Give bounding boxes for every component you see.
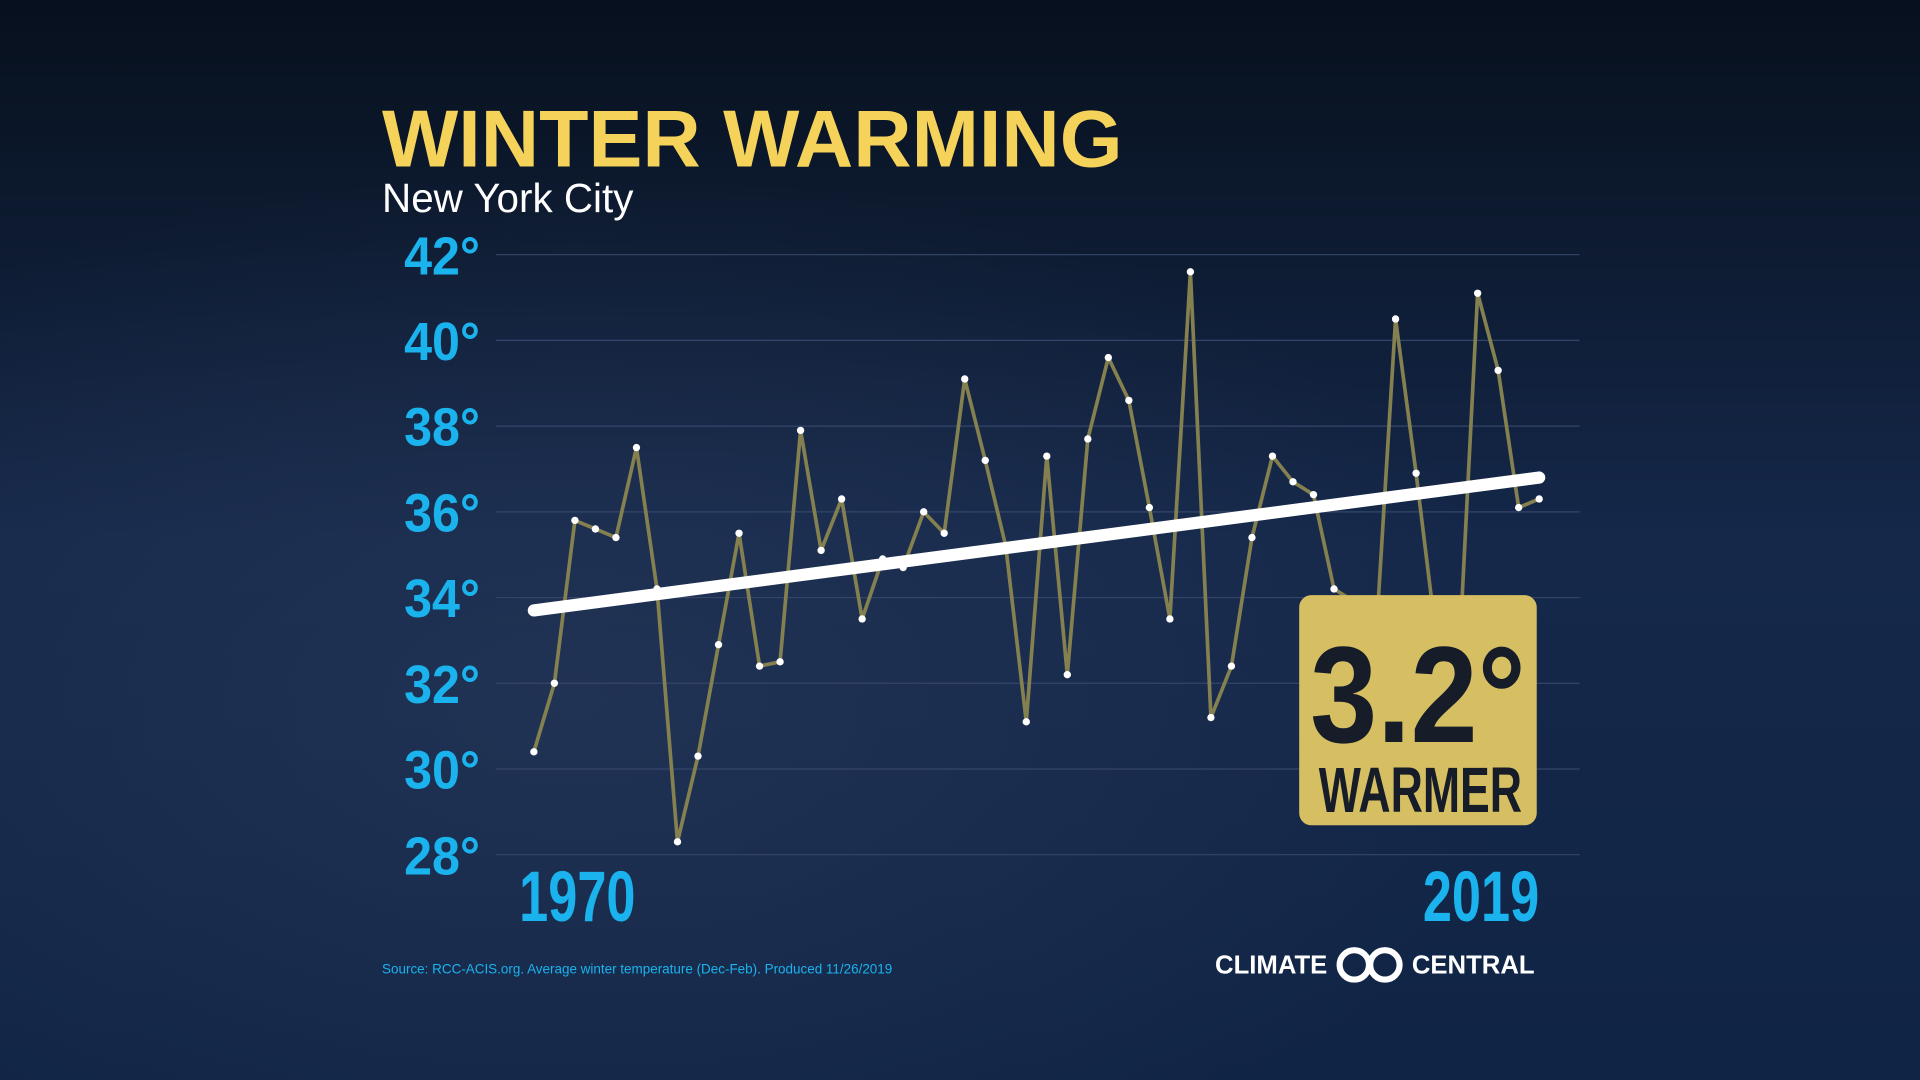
data-point	[591, 525, 600, 533]
data-point	[673, 838, 682, 846]
data-point	[1104, 353, 1113, 362]
y-tick-label: 38°	[404, 398, 480, 458]
data-point	[1084, 435, 1092, 443]
y-tick-label: 28°	[404, 826, 480, 886]
y-tick-label: 42°	[404, 226, 480, 286]
logo-icon	[1336, 947, 1403, 983]
data-point	[755, 662, 764, 670]
y-tick-label: 34°	[404, 569, 480, 629]
data-point	[837, 495, 846, 503]
data-point	[1535, 495, 1543, 503]
data-point	[1145, 503, 1154, 512]
data-point	[632, 443, 641, 452]
data-point	[858, 615, 866, 623]
data-point	[1391, 315, 1400, 323]
y-tick-label: 30°	[404, 741, 480, 801]
data-point	[1227, 662, 1236, 670]
data-point	[796, 426, 805, 435]
source-note: Source: RCC-ACIS.org. Average winter tem…	[382, 961, 892, 976]
data-point	[1473, 289, 1482, 297]
data-point	[1166, 615, 1174, 623]
data-point	[1125, 396, 1133, 405]
data-point	[550, 679, 559, 687]
data-point	[1514, 503, 1523, 512]
data-point	[1289, 478, 1297, 486]
data-point	[776, 658, 784, 666]
data-point	[612, 533, 620, 542]
annotation-box	[1299, 595, 1537, 826]
data-point	[735, 529, 743, 537]
y-tick-label: 36°	[404, 483, 480, 543]
data-point	[1022, 718, 1030, 726]
data-point	[1002, 542, 1010, 550]
data-point	[714, 641, 723, 649]
data-point	[530, 748, 538, 756]
data-point	[1412, 469, 1420, 477]
annotation-value: 3.2°	[1310, 619, 1526, 772]
logo-left: CLIMATE	[1215, 951, 1327, 979]
data-point	[653, 585, 661, 593]
data-point	[920, 508, 928, 516]
data-point	[1268, 452, 1277, 460]
x-tick-label: 2019	[1423, 858, 1539, 937]
chart-title: WINTER WARMING	[382, 95, 1123, 185]
data-point	[981, 456, 989, 465]
data-point	[817, 546, 825, 555]
y-tick-label: 32°	[404, 655, 480, 715]
annotation-label: WARMER	[1319, 755, 1522, 826]
data-point	[1063, 671, 1071, 679]
data-point	[1043, 452, 1051, 460]
data-point	[694, 752, 702, 760]
data-point	[940, 529, 948, 537]
x-tick-label: 1970	[519, 858, 635, 937]
data-point	[961, 375, 969, 383]
data-point	[1330, 585, 1338, 593]
data-point	[878, 555, 887, 563]
trend-line	[527, 471, 1546, 617]
chart-subtitle: New York City	[382, 175, 634, 221]
data-point	[1309, 491, 1318, 499]
data-point	[1248, 533, 1256, 542]
data-point	[571, 516, 579, 525]
data-point	[1186, 268, 1195, 276]
data-point	[1494, 366, 1502, 375]
data-point	[899, 563, 907, 572]
data-point	[1207, 713, 1215, 722]
y-tick-label: 40°	[404, 312, 480, 372]
logo-right: CENTRAL	[1412, 951, 1535, 979]
